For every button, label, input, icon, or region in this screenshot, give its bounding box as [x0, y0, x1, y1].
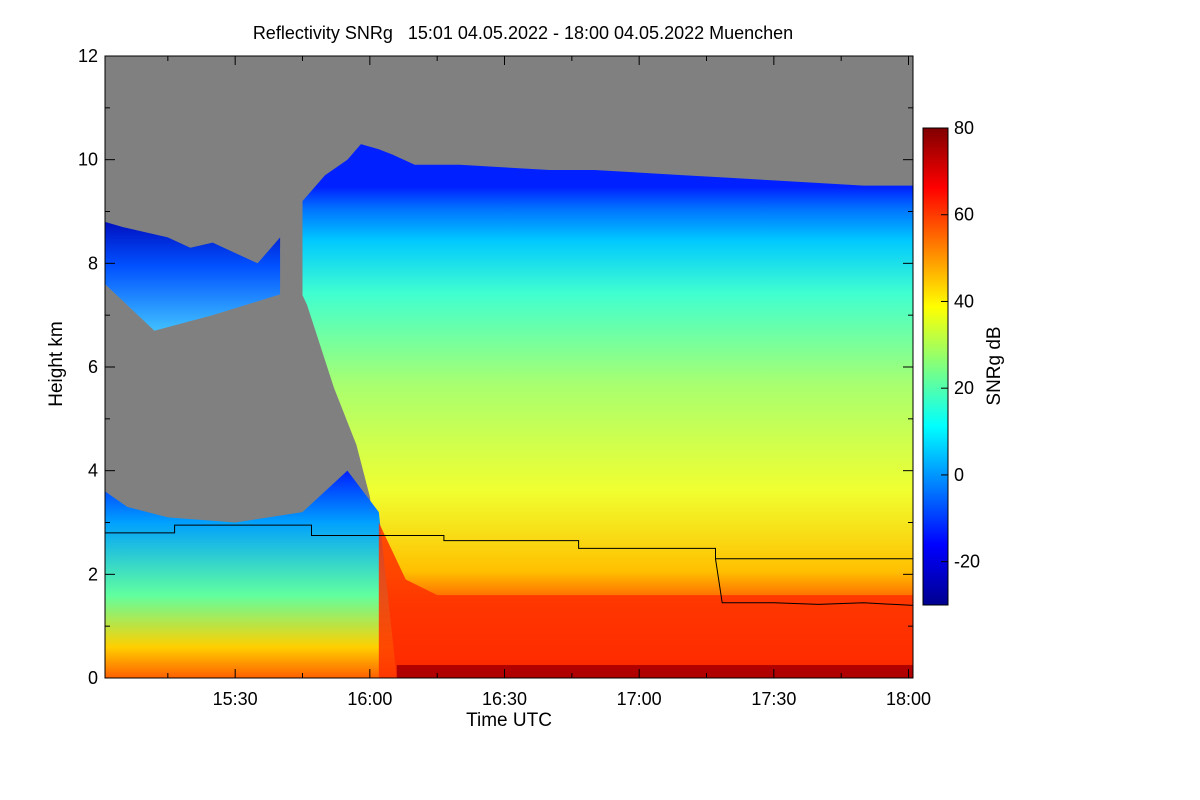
x-tick-label: 16:30: [482, 689, 527, 709]
y-axis-label: Height km: [46, 321, 67, 407]
x-axis-label: Time UTC: [466, 710, 552, 731]
x-tick-label: 15:30: [213, 689, 258, 709]
x-axis: 15:30 16:00 16:30 17:00 17:30 18:00: [167, 56, 931, 709]
chart-title: Reflectivity SNRg 15:01 04.05.2022 - 18:…: [253, 23, 793, 43]
colorbar-tick-label: 40: [954, 291, 974, 311]
colorbar-tick-label: 80: [954, 118, 974, 138]
y-tick-label: 4: [88, 461, 98, 481]
echo-high-cloud: [105, 221, 281, 331]
y-tick-label: 2: [88, 564, 98, 584]
x-tick-label: 18:00: [886, 689, 931, 709]
colorbar-tick-label: 20: [954, 378, 974, 398]
colorbar-gradient: [922, 127, 949, 606]
y-tick-label: 10: [78, 150, 98, 170]
echo-low-convection: [105, 470, 397, 678]
plot-area: [105, 56, 913, 678]
colorbar-tick-label: 60: [954, 205, 974, 225]
x-tick-label: 16:00: [347, 689, 392, 709]
series-line-2: [715, 558, 913, 606]
y-tick-label: 6: [88, 357, 98, 377]
y-axis: 0 2 4 6 8 10 12: [78, 46, 913, 688]
colorbar-label: SNRg dB: [984, 326, 1005, 405]
x-tick-label: 17:30: [751, 689, 796, 709]
series-line-1: [105, 524, 913, 560]
x-tick-label: 17:00: [617, 689, 662, 709]
y-tick-label: 8: [88, 253, 98, 273]
echo-main-body: [302, 144, 913, 678]
echo-field: [105, 144, 913, 678]
colorbar-tick-label: 0: [954, 465, 964, 485]
echo-rain-layer: [378, 522, 913, 678]
y-tick-label: 0: [88, 668, 98, 688]
colorbar-tick-label: -20: [954, 552, 980, 572]
y-tick-label: 12: [78, 46, 98, 66]
colorbar-ticks: 80 60 40 20 0 -20: [941, 118, 980, 572]
colorbar: 80 60 40 20 0 -20 SNRg dB: [922, 118, 1005, 606]
echo-surface-max: [396, 665, 913, 678]
series-lines: [105, 524, 913, 606]
